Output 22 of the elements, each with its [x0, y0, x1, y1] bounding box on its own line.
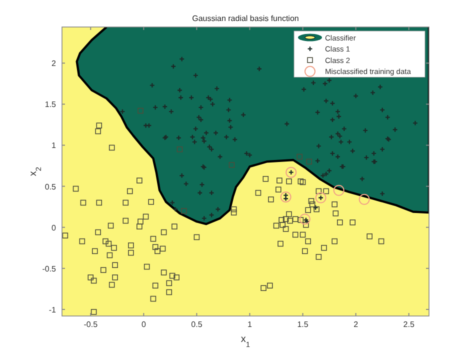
y-tick-label: 2 — [52, 59, 57, 68]
y-tick-label: -0.5 — [42, 264, 57, 274]
point — [333, 184, 344, 196]
y-tick-label: 1.5 — [44, 100, 57, 110]
chart-title: Gaussian radial basis function — [192, 14, 299, 23]
x-axis-title: x$_{1}$ — [240, 334, 250, 348]
y-tick-label: 0.5 — [44, 182, 57, 192]
point — [280, 191, 292, 202]
x-tick-label: 0 — [141, 320, 146, 329]
x-tick-label: 2 — [354, 320, 359, 329]
x-tick-label: 2.5 — [403, 320, 415, 329]
x-tick-label: -0.5 — [84, 320, 98, 329]
point — [286, 166, 297, 178]
y-tick-label: 0 — [52, 223, 57, 232]
point — [315, 192, 326, 204]
point — [299, 214, 310, 225]
y-tick-label: 1 — [52, 141, 57, 150]
x-tick-label: 1 — [248, 320, 253, 329]
x-tick-label: 1.5 — [297, 320, 309, 329]
x-tick-label: 0.5 — [191, 320, 203, 329]
y-tick-label: -1 — [48, 305, 57, 314]
point — [358, 194, 370, 205]
